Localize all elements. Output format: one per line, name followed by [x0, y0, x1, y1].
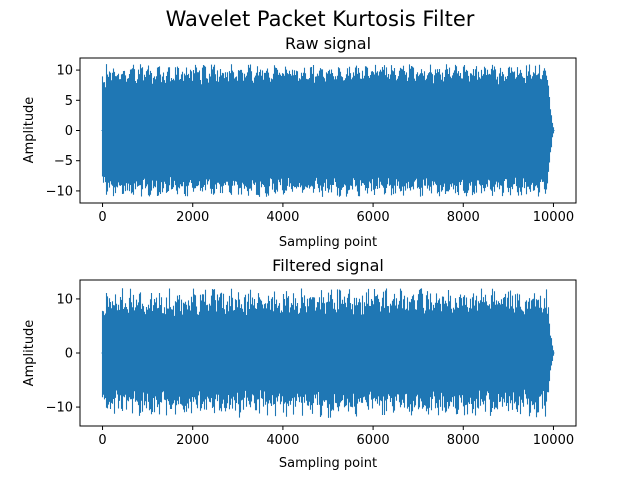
raw-signal-panel: Raw signal 0 2000 4000 6000 8000 10000 −10 −5 0… — [22, 34, 577, 250]
filtered-signal-y-tick-label: −10 — [46, 401, 73, 416]
raw-signal-y-tick-label: 10 — [56, 64, 73, 79]
raw-signal-x-tick-label: 4000 — [266, 210, 299, 225]
raw-signal-line — [101, 64, 555, 197]
raw-signal-y-tick-label: 0 — [65, 124, 73, 139]
raw-signal-y-tick-label: −5 — [54, 154, 73, 169]
filtered-signal-y-tick-label: 10 — [56, 292, 73, 307]
filtered-signal-plot-area — [101, 288, 555, 418]
figure-suptitle: Wavelet Packet Kurtosis Filter — [166, 7, 475, 31]
filtered-signal-x-ticks: 0 2000 4000 6000 8000 10000 — [98, 426, 574, 448]
filtered-signal-x-tick-label: 2000 — [176, 433, 209, 448]
raw-signal-x-axis-label: Sampling point — [279, 235, 377, 250]
filtered-signal-line — [101, 288, 555, 418]
raw-signal-x-ticks: 0 2000 4000 6000 8000 10000 — [98, 203, 574, 225]
raw-signal-y-ticks: −10 −5 0 5 10 — [46, 64, 80, 199]
filtered-signal-x-tick-label: 8000 — [447, 433, 480, 448]
raw-signal-x-tick-label: 8000 — [447, 210, 480, 225]
raw-signal-plot-area — [101, 64, 555, 197]
filtered-signal-x-tick-label: 4000 — [266, 433, 299, 448]
raw-signal-x-tick-label: 2000 — [176, 210, 209, 225]
raw-signal-y-tick-label: 5 — [65, 94, 73, 109]
filtered-signal-y-ticks: −10 0 10 — [46, 292, 80, 416]
filtered-signal-x-tick-label: 6000 — [357, 433, 390, 448]
filtered-signal-y-tick-label: 0 — [65, 347, 73, 362]
filtered-signal-panel: Filtered signal 0 2000 4000 6000 8000 10000 −… — [22, 256, 577, 471]
raw-signal-x-tick-label: 10000 — [533, 210, 574, 225]
filtered-signal-title: Filtered signal — [272, 256, 384, 275]
raw-signal-x-tick-label: 0 — [98, 210, 106, 225]
filtered-signal-x-tick-label: 0 — [98, 433, 106, 448]
raw-signal-x-tick-label: 6000 — [357, 210, 390, 225]
filtered-signal-y-axis-label: Amplitude — [22, 320, 37, 387]
raw-signal-title: Raw signal — [285, 34, 371, 53]
raw-signal-y-tick-label: −10 — [46, 184, 73, 199]
filtered-signal-x-axis-label: Sampling point — [279, 456, 377, 471]
filtered-signal-x-tick-label: 10000 — [533, 433, 574, 448]
raw-signal-y-axis-label: Amplitude — [22, 97, 37, 164]
